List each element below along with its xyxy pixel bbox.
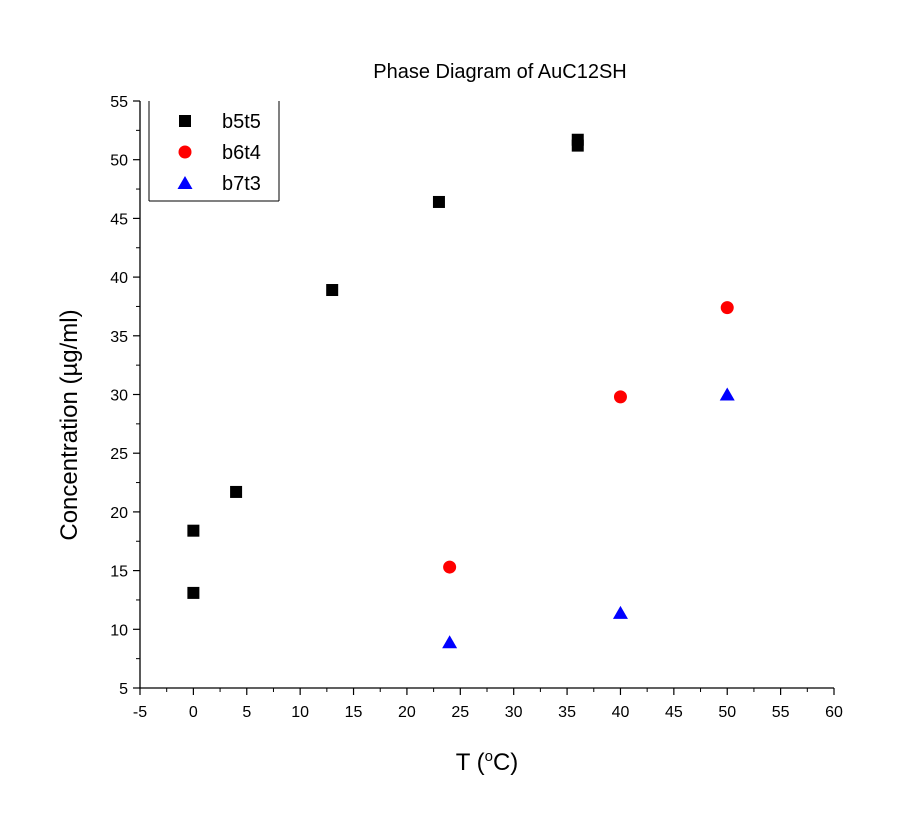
data-point-b6t4 (443, 560, 457, 574)
y-tick-label: 35 (110, 329, 128, 346)
x-axis-title: T (oC) (456, 748, 519, 776)
y-tick-label: 40 (110, 270, 128, 287)
y-tick-label: 20 (110, 505, 128, 522)
y-axis-title: Concentration (µg/ml) (56, 309, 83, 540)
y-axis: 5 10 15 20 25 30 35 40 45 50 55 (110, 94, 140, 698)
x-tick-label: 30 (505, 704, 523, 721)
x-tick-label: -5 (133, 704, 147, 721)
data-point-b6t4 (613, 390, 627, 404)
legend: b5t5 b6t4 b7t3 (148, 101, 280, 202)
data-point-b5t5 (230, 485, 243, 498)
x-tick-label: 0 (189, 704, 198, 721)
data-point-b5t5 (571, 133, 584, 146)
data-point-b5t5 (326, 284, 339, 297)
x-tick-label: 35 (558, 704, 576, 721)
legend-label-b7t3: b7t3 (222, 173, 261, 195)
y-tick-label: 15 (110, 564, 128, 581)
x-tick-label: 5 (242, 704, 251, 721)
x-tick-label: 10 (291, 704, 309, 721)
y-tick-label: 45 (110, 211, 128, 228)
data-point-b6t4 (720, 301, 734, 315)
x-tick-label: 60 (825, 704, 843, 721)
x-tick-label: 45 (665, 704, 683, 721)
y-tick-label: 25 (110, 446, 128, 463)
y-tick-label: 55 (110, 94, 128, 111)
data-point-b7t3 (719, 387, 735, 401)
data-point-b5t5 (432, 195, 445, 208)
y-tick-label: 10 (110, 622, 128, 639)
chart-title: Phase Diagram of AuC12SH (373, 61, 626, 83)
legend-marker-b5t5 (179, 115, 191, 127)
data-point-b7t3 (442, 635, 458, 649)
data-point-b5t5 (187, 524, 200, 537)
legend-marker-b7t3 (177, 176, 193, 189)
legend-marker-b6t4 (178, 145, 192, 159)
x-tick-label: 55 (772, 704, 790, 721)
data-point-b5t5 (187, 586, 200, 599)
y-tick-label: 30 (110, 388, 128, 405)
data-points (187, 133, 735, 649)
legend-label-b6t4: b6t4 (222, 142, 261, 164)
x-tick-label: 25 (451, 704, 469, 721)
legend-label-b5t5: b5t5 (222, 111, 261, 133)
x-tick-label: 20 (398, 704, 416, 721)
data-point-b7t3 (612, 605, 628, 619)
x-tick-label: 40 (612, 704, 630, 721)
y-tick-label: 50 (110, 153, 128, 170)
y-tick-label: 5 (119, 681, 128, 698)
x-tick-label: 50 (718, 704, 736, 721)
x-tick-label: 15 (345, 704, 363, 721)
x-axis: -5 0 5 10 15 20 25 30 35 40 45 50 55 60 (133, 688, 843, 721)
